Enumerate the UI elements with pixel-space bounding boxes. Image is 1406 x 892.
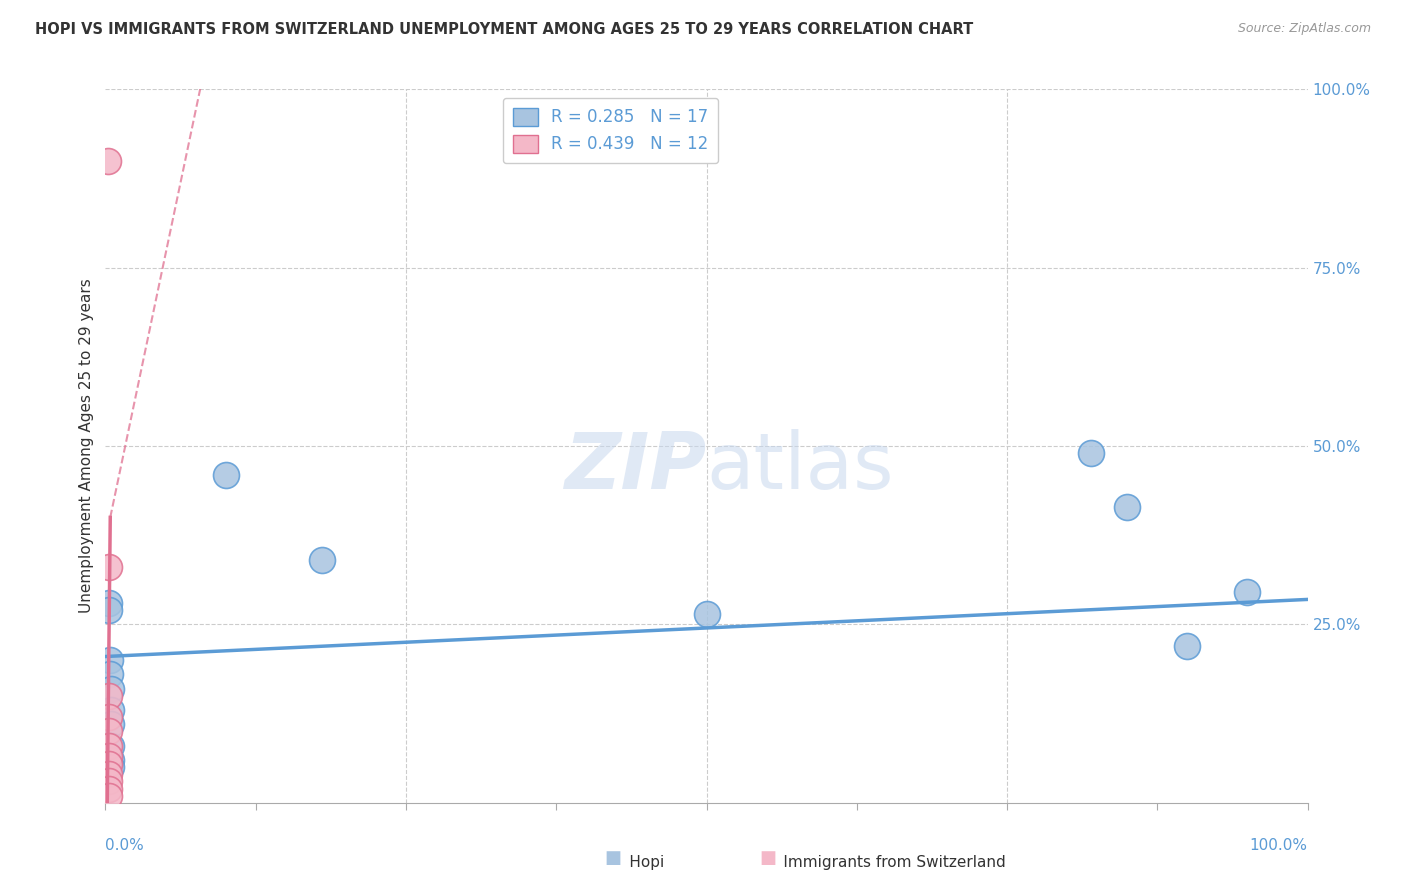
Point <box>100 717 122 731</box>
Point <box>100 753 122 767</box>
Text: ■: ■ <box>759 849 776 867</box>
Point <box>100 681 122 696</box>
Point <box>97 153 120 168</box>
Point <box>98 749 121 764</box>
Point <box>98 560 121 574</box>
Point <box>1080 446 1102 460</box>
Text: Hopi: Hopi <box>605 855 664 870</box>
Point <box>98 739 121 753</box>
Point <box>98 689 121 703</box>
Point <box>98 756 121 771</box>
Text: 100.0%: 100.0% <box>1250 838 1308 854</box>
Point <box>98 603 121 617</box>
Text: ■: ■ <box>605 849 621 867</box>
Point <box>1175 639 1198 653</box>
Point <box>696 607 718 621</box>
Point <box>98 653 121 667</box>
Point <box>311 553 333 567</box>
Point <box>1236 585 1258 599</box>
Point <box>98 789 121 803</box>
Text: Immigrants from Switzerland: Immigrants from Switzerland <box>759 855 1005 870</box>
Point <box>98 781 121 796</box>
Point <box>98 724 121 739</box>
Point <box>214 467 236 482</box>
Text: HOPI VS IMMIGRANTS FROM SWITZERLAND UNEMPLOYMENT AMONG AGES 25 TO 29 YEARS CORRE: HOPI VS IMMIGRANTS FROM SWITZERLAND UNEM… <box>35 22 973 37</box>
Point <box>98 767 121 781</box>
Point <box>100 739 122 753</box>
Text: 0.0%: 0.0% <box>105 838 145 854</box>
Point <box>98 774 121 789</box>
Point <box>100 760 122 774</box>
Point <box>98 596 121 610</box>
Text: atlas: atlas <box>707 429 894 506</box>
Point <box>100 703 122 717</box>
Point <box>98 667 121 681</box>
Point <box>98 710 121 724</box>
Y-axis label: Unemployment Among Ages 25 to 29 years: Unemployment Among Ages 25 to 29 years <box>79 278 94 614</box>
Text: Source: ZipAtlas.com: Source: ZipAtlas.com <box>1237 22 1371 36</box>
Point <box>1116 500 1139 514</box>
Text: ZIP: ZIP <box>564 429 707 506</box>
Legend: R = 0.285   N = 17, R = 0.439   N = 12: R = 0.285 N = 17, R = 0.439 N = 12 <box>502 97 718 163</box>
